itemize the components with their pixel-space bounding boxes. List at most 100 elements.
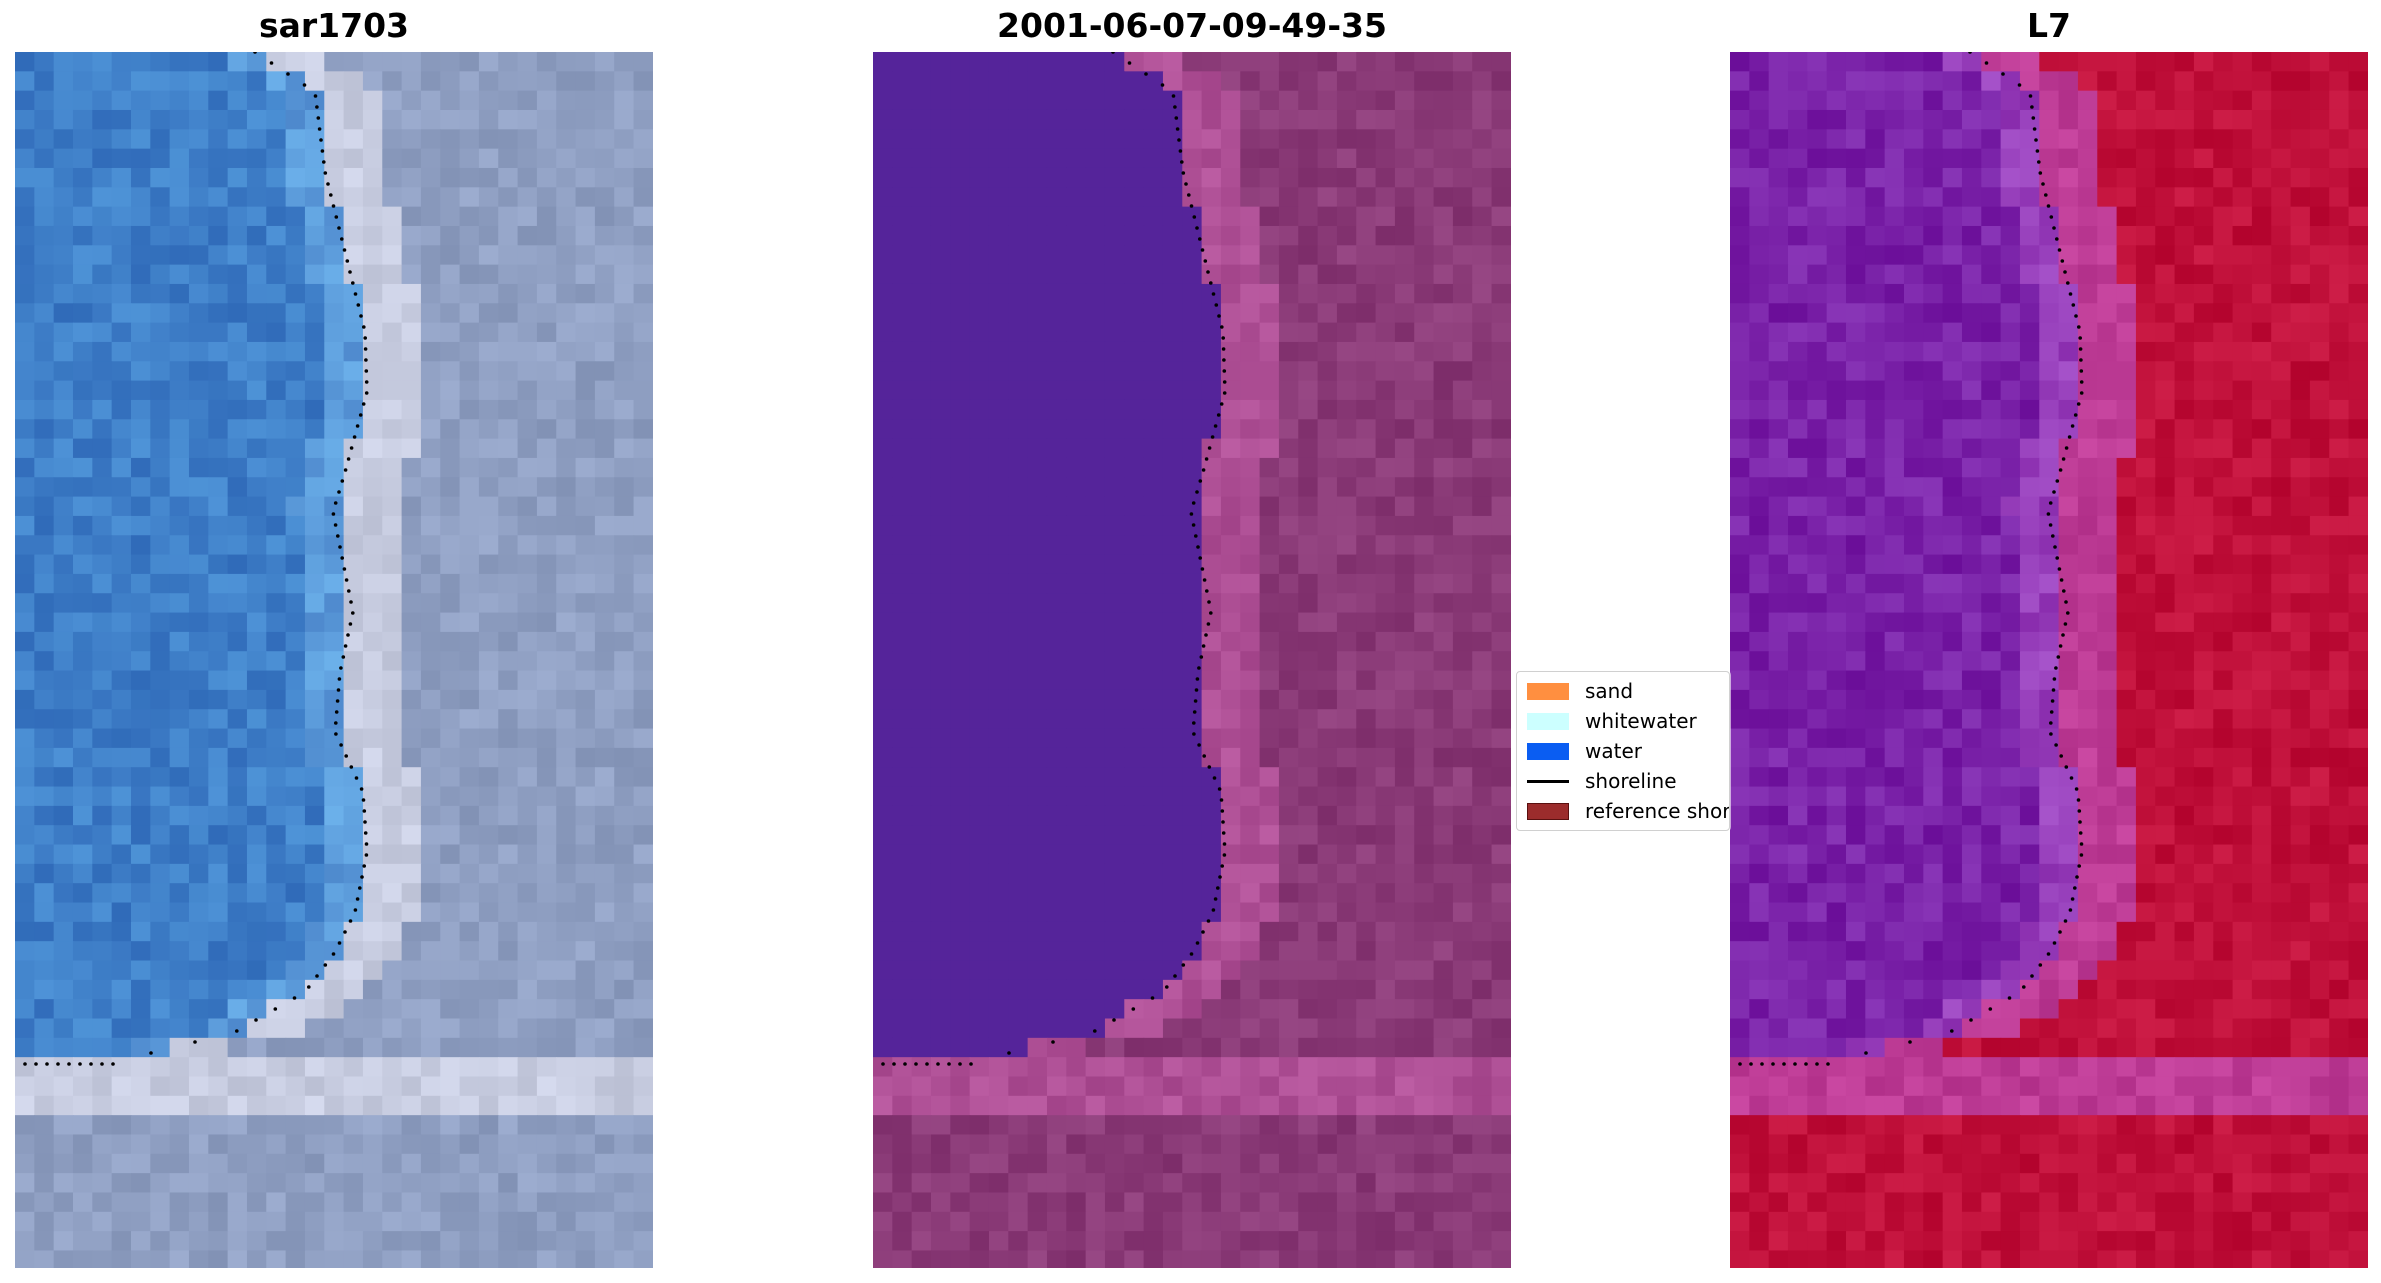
image-pixel	[1162, 535, 1183, 556]
image-pixel	[188, 1211, 209, 1232]
image-pixel	[1394, 477, 1415, 498]
image-pixel	[324, 341, 345, 362]
image-pixel	[1085, 670, 1106, 691]
image-pixel	[1182, 747, 1203, 768]
image-pixel	[1317, 71, 1338, 92]
image-pixel	[459, 554, 480, 575]
image-pixel	[246, 921, 267, 942]
image-pixel	[1085, 767, 1106, 788]
image-pixel	[1278, 883, 1299, 904]
image-pixel	[911, 554, 932, 575]
image-pixel	[382, 1057, 403, 1078]
shoreline-dot	[362, 809, 367, 813]
image-pixel	[1201, 264, 1222, 285]
image-pixel	[633, 303, 653, 324]
image-pixel	[594, 477, 615, 498]
image-pixel	[633, 999, 653, 1020]
image-pixel	[1066, 767, 1087, 788]
image-pixel	[1375, 535, 1396, 556]
image-pixel	[304, 264, 325, 285]
image-pixel	[1240, 1211, 1261, 1232]
image-pixel	[1046, 1018, 1067, 1039]
shoreline-dot	[1211, 292, 1216, 296]
image-pixel	[188, 1231, 209, 1252]
image-pixel	[1220, 90, 1241, 111]
image-pixel	[556, 767, 577, 788]
image-pixel	[1394, 767, 1415, 788]
image-pixel	[950, 1018, 971, 1039]
image-pixel	[950, 419, 971, 440]
image-pixel	[2251, 225, 2272, 246]
image-pixel	[1182, 1173, 1203, 1194]
image-pixel	[1472, 670, 1493, 691]
image-pixel	[556, 689, 577, 710]
image-pixel	[498, 1018, 519, 1039]
image-pixel	[111, 438, 132, 459]
image-pixel	[459, 631, 480, 652]
image-pixel	[401, 767, 422, 788]
image-pixel	[1472, 1134, 1493, 1155]
image-pixel	[362, 206, 383, 227]
image-pixel	[2097, 206, 2118, 227]
image-pixel	[575, 979, 596, 1000]
image-pixel	[150, 689, 171, 710]
image-pixel	[362, 109, 383, 130]
image-pixel	[343, 515, 364, 536]
image-pixel	[1066, 747, 1087, 768]
image-pixel	[246, 747, 267, 768]
image-pixel	[1008, 902, 1029, 923]
image-pixel	[1278, 52, 1299, 72]
image-pixel	[498, 902, 519, 923]
image-pixel	[2193, 380, 2214, 401]
image-pixel	[34, 496, 55, 517]
image-pixel	[2135, 322, 2156, 343]
image-pixel	[1356, 264, 1377, 285]
image-pixel	[1046, 1057, 1067, 1078]
image-pixel	[1124, 786, 1145, 807]
image-pixel	[440, 1211, 461, 1232]
image-pixel	[1807, 71, 1828, 92]
image-pixel	[1414, 689, 1435, 710]
image-pixel	[1884, 361, 1905, 382]
image-pixel	[459, 670, 480, 691]
image-pixel	[1903, 341, 1924, 362]
image-pixel	[1472, 651, 1493, 672]
image-pixel	[1845, 245, 1866, 266]
image-pixel	[969, 1018, 990, 1039]
image-pixel	[892, 187, 913, 208]
image-pixel	[53, 921, 74, 942]
image-pixel	[401, 419, 422, 440]
image-pixel	[459, 225, 480, 246]
image-pixel	[1182, 52, 1203, 72]
image-pixel	[892, 747, 913, 768]
image-pixel	[1240, 264, 1261, 285]
image-pixel	[1259, 399, 1280, 420]
image-pixel	[536, 902, 557, 923]
image-pixel	[556, 225, 577, 246]
image-pixel	[1356, 1115, 1377, 1136]
image-pixel	[478, 844, 499, 865]
image-pixel	[536, 419, 557, 440]
image-pixel	[1182, 709, 1203, 730]
image-pixel	[1104, 515, 1125, 536]
image-pixel	[969, 1115, 990, 1136]
image-pixel	[1124, 380, 1145, 401]
image-pixel	[1356, 1192, 1377, 1213]
image-pixel	[930, 883, 951, 904]
image-pixel	[575, 863, 596, 884]
image-pixel	[498, 90, 519, 111]
image-pixel	[1240, 109, 1261, 130]
image-pixel	[227, 863, 248, 884]
image-pixel	[1259, 167, 1280, 188]
image-pixel	[633, 380, 653, 401]
image-pixel	[1278, 1173, 1299, 1194]
image-pixel	[478, 573, 499, 594]
image-pixel	[1066, 245, 1087, 266]
image-pixel	[1336, 206, 1357, 227]
image-pixel	[1452, 999, 1473, 1020]
image-pixel	[324, 71, 345, 92]
image-pixel	[440, 941, 461, 962]
image-pixel	[2271, 225, 2292, 246]
image-pixel	[1942, 109, 1963, 130]
image-pixel	[53, 148, 74, 169]
